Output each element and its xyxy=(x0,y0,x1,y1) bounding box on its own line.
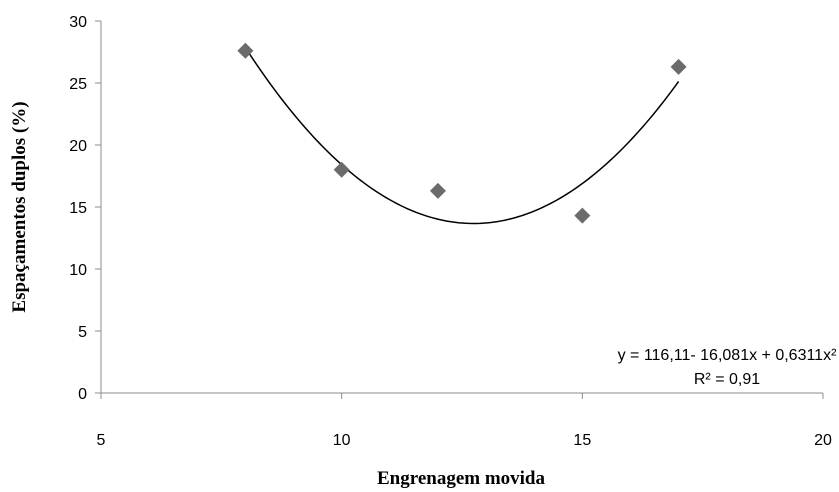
y-tick-label: 25 xyxy=(69,76,87,93)
x-tick-label: 20 xyxy=(814,432,832,449)
data-point xyxy=(429,182,446,199)
y-tick-label: 30 xyxy=(69,14,87,31)
y-tick-label: 10 xyxy=(69,262,87,279)
y-tick-label: 5 xyxy=(78,324,87,341)
axes xyxy=(95,20,824,399)
data-points xyxy=(237,42,687,224)
data-point xyxy=(237,42,254,59)
data-point xyxy=(670,58,687,75)
y-tick-label: 15 xyxy=(69,200,87,217)
x-axis-title: Engrenagem movida xyxy=(377,468,546,489)
data-point xyxy=(333,161,350,178)
y-axis-title: Espaçamentos duplos (%) xyxy=(9,101,30,312)
y-tick-label: 0 xyxy=(78,386,87,403)
x-tick-label: 5 xyxy=(97,432,106,449)
trendline-equation: y = 116,11- 16,081x + 0,6311x² xyxy=(618,347,837,364)
r-squared-label: R² = 0,91 xyxy=(694,371,760,388)
trendline xyxy=(244,47,680,225)
tick-labels: 0 5 10 15 20 25 30 5 10 15 20 xyxy=(69,14,832,449)
data-point xyxy=(574,207,591,224)
x-tick-label: 10 xyxy=(333,432,351,449)
y-tick-label: 20 xyxy=(69,138,87,155)
x-tick-label: 15 xyxy=(573,432,591,449)
